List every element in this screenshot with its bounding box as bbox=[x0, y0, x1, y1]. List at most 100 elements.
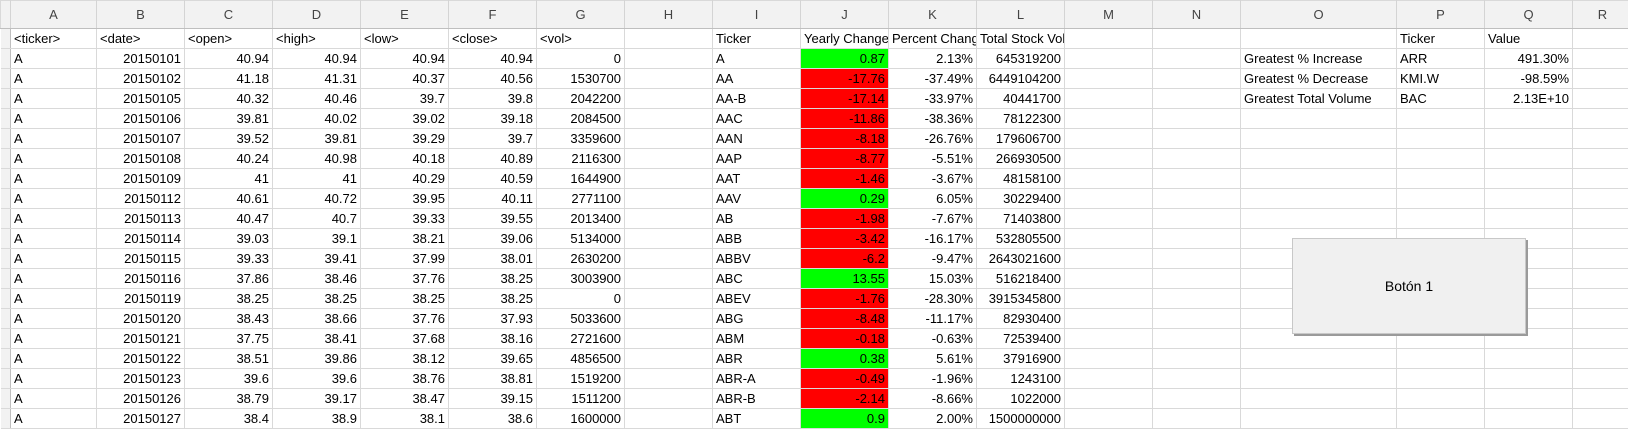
cell-h[interactable] bbox=[624, 168, 713, 189]
cell-k[interactable]: -38.36% bbox=[888, 108, 977, 129]
cell-i[interactable]: AAC bbox=[712, 108, 801, 129]
cell-c[interactable]: 39.81 bbox=[184, 108, 273, 129]
cell-g[interactable]: 1644900 bbox=[536, 168, 625, 189]
cell-i[interactable]: ABC bbox=[712, 268, 801, 289]
cell-q[interactable] bbox=[1484, 348, 1573, 369]
cell-k[interactable]: Percent Change bbox=[888, 28, 977, 49]
cell-d[interactable]: 38.66 bbox=[272, 308, 361, 329]
cell-d[interactable]: 40.46 bbox=[272, 88, 361, 109]
cell-g[interactable]: 3003900 bbox=[536, 268, 625, 289]
cell-m[interactable] bbox=[1064, 348, 1153, 369]
cell-l[interactable]: 72539400 bbox=[976, 328, 1065, 349]
cell-m[interactable] bbox=[1064, 308, 1153, 329]
cell-l[interactable]: 1243100 bbox=[976, 368, 1065, 389]
cell-o[interactable] bbox=[1240, 28, 1397, 49]
cell-h[interactable] bbox=[624, 88, 713, 109]
cell-m[interactable] bbox=[1064, 88, 1153, 109]
cell-b[interactable]: 20150126 bbox=[96, 388, 185, 409]
cell-a[interactable]: A bbox=[10, 388, 97, 409]
cell-m[interactable] bbox=[1064, 388, 1153, 409]
column-header[interactable]: C bbox=[184, 0, 273, 29]
cell-j[interactable]: -1.98 bbox=[800, 208, 889, 229]
cell-b[interactable]: 20150123 bbox=[96, 368, 185, 389]
cell-g[interactable]: 5134000 bbox=[536, 228, 625, 249]
cell-i[interactable]: ABEV bbox=[712, 288, 801, 309]
cell-q[interactable] bbox=[1484, 188, 1573, 209]
cell-a[interactable]: A bbox=[10, 148, 97, 169]
cell-e[interactable]: 40.94 bbox=[360, 48, 449, 69]
cell-j[interactable]: Yearly Change bbox=[800, 28, 889, 49]
cell-q[interactable] bbox=[1484, 108, 1573, 129]
cell-l[interactable]: 6449104200 bbox=[976, 68, 1065, 89]
cell-o[interactable] bbox=[1240, 388, 1397, 409]
cell-e[interactable]: 39.02 bbox=[360, 108, 449, 129]
cell-l[interactable]: Total Stock Volume bbox=[976, 28, 1065, 49]
cell-j[interactable]: 0.9 bbox=[800, 408, 889, 429]
cell-d[interactable]: 40.72 bbox=[272, 188, 361, 209]
column-header[interactable]: J bbox=[800, 0, 889, 29]
cell-c[interactable]: 40.32 bbox=[184, 88, 273, 109]
cell-e[interactable]: 39.95 bbox=[360, 188, 449, 209]
cell-c[interactable]: 38.4 bbox=[184, 408, 273, 429]
cell-a[interactable]: A bbox=[10, 268, 97, 289]
cell-a[interactable]: A bbox=[10, 328, 97, 349]
cell-c[interactable]: 37.86 bbox=[184, 268, 273, 289]
cell-i[interactable]: ABG bbox=[712, 308, 801, 329]
cell-h[interactable] bbox=[624, 108, 713, 129]
cell-b[interactable]: 20150120 bbox=[96, 308, 185, 329]
cell-q[interactable] bbox=[1484, 128, 1573, 149]
cell-l[interactable]: 179606700 bbox=[976, 128, 1065, 149]
cell-n[interactable] bbox=[1152, 408, 1241, 429]
cell-d[interactable]: 39.86 bbox=[272, 348, 361, 369]
cell-d[interactable]: 38.41 bbox=[272, 328, 361, 349]
column-header[interactable]: I bbox=[712, 0, 801, 29]
cell-b[interactable]: 20150127 bbox=[96, 408, 185, 429]
cell-k[interactable]: 2.13% bbox=[888, 48, 977, 69]
row-header[interactable] bbox=[0, 48, 11, 69]
cell-g[interactable]: 5033600 bbox=[536, 308, 625, 329]
cell-f[interactable]: 38.25 bbox=[448, 288, 537, 309]
cell-r[interactable] bbox=[1572, 48, 1628, 69]
cell-j[interactable]: 0.87 bbox=[800, 48, 889, 69]
cell-n[interactable] bbox=[1152, 88, 1241, 109]
cell-k[interactable]: 15.03% bbox=[888, 268, 977, 289]
cell-f[interactable]: 39.18 bbox=[448, 108, 537, 129]
cell-e[interactable]: 40.18 bbox=[360, 148, 449, 169]
cell-c[interactable]: 40.47 bbox=[184, 208, 273, 229]
cell-r[interactable] bbox=[1572, 188, 1628, 209]
cell-e[interactable]: 40.37 bbox=[360, 68, 449, 89]
cell-k[interactable]: -37.49% bbox=[888, 68, 977, 89]
cell-f[interactable]: 39.15 bbox=[448, 388, 537, 409]
column-header[interactable]: L bbox=[976, 0, 1065, 29]
cell-n[interactable] bbox=[1152, 248, 1241, 269]
cell-n[interactable] bbox=[1152, 188, 1241, 209]
cell-p[interactable] bbox=[1396, 128, 1485, 149]
cell-l[interactable]: 37916900 bbox=[976, 348, 1065, 369]
cell-q[interactable]: -98.59% bbox=[1484, 68, 1573, 89]
cell-g[interactable]: 1511200 bbox=[536, 388, 625, 409]
cell-p[interactable] bbox=[1396, 188, 1485, 209]
cell-n[interactable] bbox=[1152, 68, 1241, 89]
cell-o[interactable] bbox=[1240, 408, 1397, 429]
cell-g[interactable]: 1519200 bbox=[536, 368, 625, 389]
cell-r[interactable] bbox=[1572, 228, 1628, 249]
cell-c[interactable]: 39.33 bbox=[184, 248, 273, 269]
cell-h[interactable] bbox=[624, 268, 713, 289]
cell-k[interactable]: -26.76% bbox=[888, 128, 977, 149]
cell-e[interactable]: 39.33 bbox=[360, 208, 449, 229]
cell-l[interactable]: 645319200 bbox=[976, 48, 1065, 69]
cell-j[interactable]: -8.48 bbox=[800, 308, 889, 329]
cell-c[interactable]: 39.52 bbox=[184, 128, 273, 149]
cell-r[interactable] bbox=[1572, 408, 1628, 429]
cell-o[interactable]: Greatest Total Volume bbox=[1240, 88, 1397, 109]
cell-o[interactable] bbox=[1240, 208, 1397, 229]
column-header[interactable]: K bbox=[888, 0, 977, 29]
column-header[interactable]: F bbox=[448, 0, 537, 29]
cell-k[interactable]: -7.67% bbox=[888, 208, 977, 229]
cell-d[interactable]: 40.94 bbox=[272, 48, 361, 69]
cell-j[interactable]: -17.14 bbox=[800, 88, 889, 109]
cell-p[interactable] bbox=[1396, 348, 1485, 369]
cell-l[interactable]: 48158100 bbox=[976, 168, 1065, 189]
cell-g[interactable]: 2630200 bbox=[536, 248, 625, 269]
cell-n[interactable] bbox=[1152, 228, 1241, 249]
